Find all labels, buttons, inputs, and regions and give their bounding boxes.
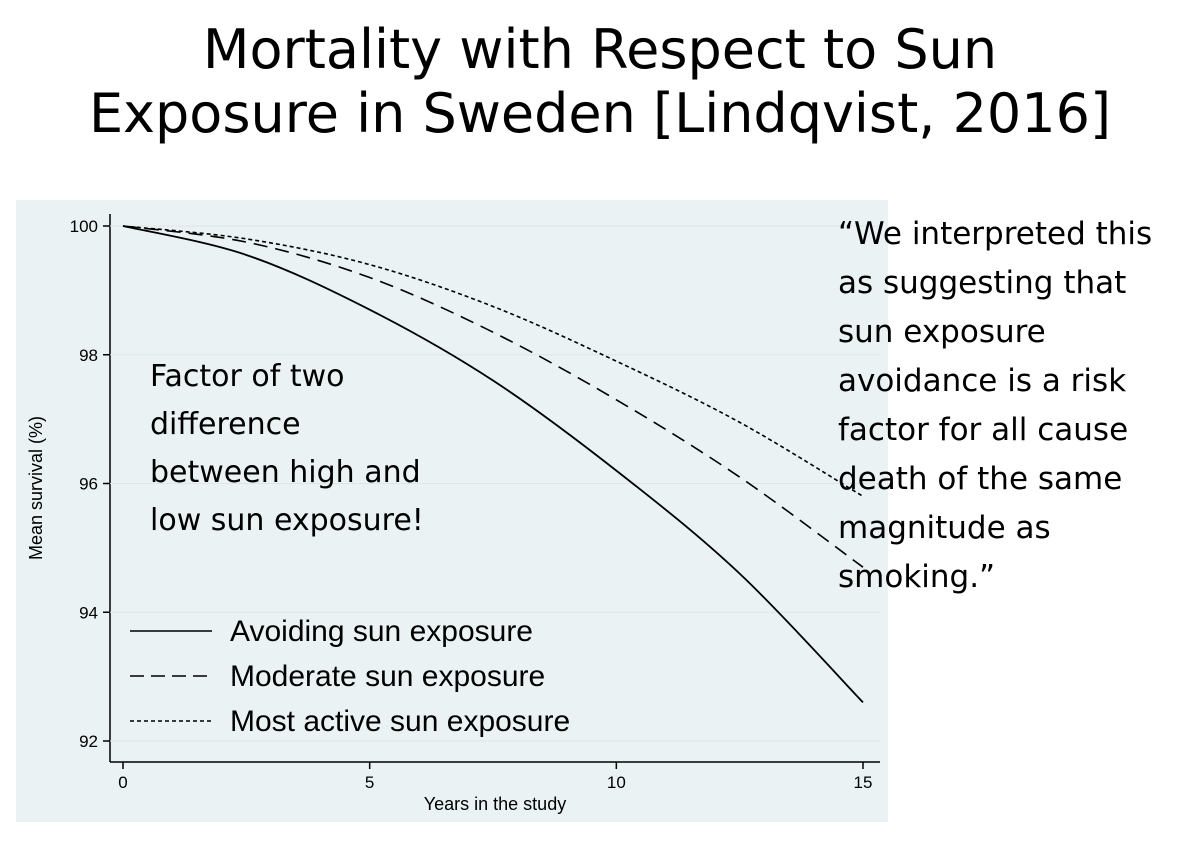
annotation-line-1: Factor of two bbox=[150, 359, 344, 394]
y-tick-label: 100 bbox=[70, 217, 98, 236]
annotation-line-3: between high and bbox=[150, 455, 421, 490]
x-axis-label: Years in the study bbox=[424, 794, 566, 814]
series-line-3 bbox=[122, 225, 864, 498]
quote-line-7: magnitude as bbox=[838, 510, 1051, 546]
series-line-1 bbox=[122, 225, 864, 703]
x-tick-label: 15 bbox=[854, 773, 873, 792]
y-ticks: 92 94 96 98 100 bbox=[70, 217, 880, 751]
quote-line-4: avoidance is a risk bbox=[838, 363, 1127, 399]
series-lines bbox=[122, 225, 864, 703]
legend-label-3: Most active sun exposure bbox=[230, 705, 570, 738]
x-tick-label: 0 bbox=[118, 773, 127, 792]
quote-line-2: as suggesting that bbox=[838, 265, 1127, 301]
x-tick-label: 10 bbox=[607, 773, 626, 792]
chart-annotation: Factor of two difference between high an… bbox=[150, 359, 424, 538]
title-line-1: Mortality with Respect to Sun bbox=[202, 18, 998, 81]
quote-block: “We interpreted this as suggesting that … bbox=[838, 210, 1193, 602]
quote-line-6: death of the same bbox=[838, 461, 1123, 497]
annotation-line-4: low sun exposure! bbox=[150, 503, 424, 538]
plot-panel bbox=[16, 200, 888, 822]
legend: Avoiding sun exposure Moderate sun exposu… bbox=[130, 615, 570, 738]
legend-label-1: Avoiding sun exposure bbox=[230, 615, 533, 648]
quote-line-5: factor for all cause bbox=[838, 412, 1129, 448]
y-tick-label: 94 bbox=[79, 603, 98, 622]
y-tick-label: 92 bbox=[79, 732, 98, 751]
annotation-line-2: difference bbox=[150, 407, 301, 442]
x-ticks: 0 5 10 15 bbox=[118, 762, 872, 792]
page-title: Mortality with Respect to Sun Exposure i… bbox=[0, 18, 1200, 146]
y-tick-label: 96 bbox=[79, 475, 98, 494]
quote-line-3: sun exposure bbox=[838, 314, 1046, 350]
series-line-2 bbox=[122, 225, 864, 568]
axes bbox=[109, 214, 880, 763]
y-axis-label: Mean survival (%) bbox=[26, 416, 46, 560]
quote-line-1: “We interpreted this bbox=[838, 216, 1153, 252]
quote-line-8: smoking.” bbox=[838, 559, 996, 595]
title-line-2: Exposure in Sweden [Lindqvist, 2016] bbox=[88, 82, 1112, 145]
x-tick-label: 5 bbox=[365, 773, 374, 792]
y-tick-label: 98 bbox=[79, 346, 98, 365]
legend-label-2: Moderate sun exposure bbox=[230, 660, 545, 693]
